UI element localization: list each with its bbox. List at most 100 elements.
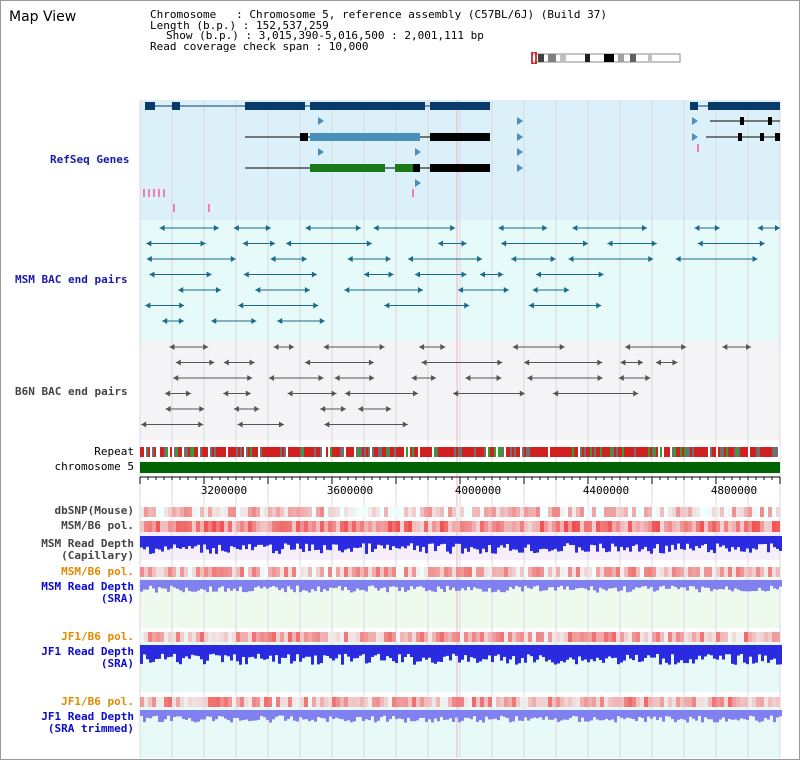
polymorphism-cell <box>456 521 460 532</box>
repeat-segment <box>564 447 566 457</box>
polymorphism-cell <box>468 697 472 707</box>
polymorphism-cell <box>676 697 680 707</box>
gene-arrow <box>318 117 324 125</box>
read-depth-bar <box>680 580 683 588</box>
repeat-segment <box>618 447 620 457</box>
read-depth-bar <box>170 710 173 722</box>
read-depth-bar <box>395 580 398 587</box>
read-depth-bar <box>368 536 371 544</box>
polymorphism-cell <box>464 697 468 707</box>
read-depth-bar <box>215 580 218 592</box>
repeat-segment <box>146 447 148 457</box>
polymorphism-cell <box>252 507 256 517</box>
read-depth-bar <box>482 645 485 660</box>
read-depth-bar <box>608 645 611 657</box>
read-depth-bar <box>410 645 413 658</box>
read-depth-bar <box>296 580 299 586</box>
read-depth-bar <box>497 645 500 655</box>
chromosome-ideogram[interactable] <box>530 52 684 64</box>
polymorphism-cell <box>772 521 776 532</box>
read-depth-bar <box>632 645 635 661</box>
polymorphism-cell <box>760 697 764 707</box>
repeat-segment <box>496 447 498 457</box>
repeat-segment <box>678 447 680 457</box>
polymorphism-cell <box>552 567 556 577</box>
polymorphism-cell <box>476 521 480 532</box>
bac-end-left <box>655 359 661 366</box>
repeat-segment <box>470 447 472 457</box>
read-depth-bar <box>143 645 146 655</box>
polymorphism-cell <box>756 632 760 642</box>
polymorphism-cell <box>620 697 624 707</box>
repeat-segment <box>386 447 388 457</box>
read-depth-bar <box>383 536 386 549</box>
repeat-segment <box>340 447 342 457</box>
b6n-bac-label[interactable]: B6N BAC end pairs <box>15 385 128 398</box>
polymorphism-cell <box>668 521 672 532</box>
read-depth-bar <box>686 710 689 723</box>
refseq-genes-label[interactable]: RefSeq Genes <box>50 153 130 166</box>
polymorphism-cell <box>248 507 252 517</box>
repeat-segment <box>226 447 228 457</box>
read-depth-bar <box>449 580 452 590</box>
repeat-segment <box>164 447 166 457</box>
polymorphism-cell <box>432 507 436 517</box>
polymorphism-cell <box>440 697 444 707</box>
chromosome-label: chromosome 5 <box>54 460 134 473</box>
polymorphism-cell <box>696 632 700 642</box>
bac-end-left <box>320 406 326 412</box>
read-depth-bar <box>353 645 356 659</box>
read-depth-bar <box>536 710 539 719</box>
polymorphism-cell <box>604 632 608 642</box>
read-depth-bar <box>494 580 497 592</box>
read-depth-bar <box>281 580 284 589</box>
polymorphism-cell <box>224 521 228 532</box>
polymorphism-cell <box>268 567 272 577</box>
polymorphism-cell <box>216 632 220 642</box>
polymorphism-cell <box>512 567 516 577</box>
read-depth-bar <box>188 710 191 719</box>
repeat-segment <box>622 447 624 457</box>
read-depth-bar <box>779 536 782 551</box>
repeat-segment <box>424 447 426 457</box>
polymorphism-cell <box>152 567 156 577</box>
read-depth-bar <box>590 580 593 587</box>
read-depth-bar <box>773 580 776 589</box>
repeat-segment <box>260 447 262 457</box>
read-depth-bar <box>659 710 662 718</box>
repeat-segment <box>482 447 484 457</box>
polymorphism-cell <box>564 507 568 517</box>
polymorphism-cell <box>656 632 660 642</box>
repeat-segment <box>318 447 320 457</box>
polymorphism-cell <box>644 507 648 517</box>
repeat-segment <box>698 447 700 457</box>
polymorphism-cell <box>204 632 208 642</box>
polymorphism-cell <box>688 567 692 577</box>
polymorphism-cell <box>364 632 368 642</box>
polymorphism-cell <box>476 507 480 517</box>
read-depth-bar <box>197 536 200 545</box>
read-depth-bar <box>344 710 347 722</box>
msm-bac-label[interactable]: MSM BAC end pairs <box>15 273 128 286</box>
read-depth-bar <box>167 645 170 658</box>
polymorphism-cell <box>756 507 760 517</box>
read-depth-bar <box>437 536 440 546</box>
polymorphism-cell <box>636 632 640 642</box>
gene-mark <box>208 204 210 212</box>
read-depth-bar <box>191 645 194 655</box>
polymorphism-cell <box>624 521 628 532</box>
polymorphism-cell <box>680 697 684 707</box>
polymorphism-cell <box>376 697 380 707</box>
read-depth-bar <box>713 580 716 590</box>
polymorphism-cell <box>572 507 576 517</box>
repeat-segment <box>474 447 476 457</box>
polymorphism-cell <box>160 697 164 707</box>
polymorphism-cell <box>392 521 396 532</box>
read-depth-bar <box>398 536 401 549</box>
polymorphism-cell <box>736 632 740 642</box>
repeat-segment <box>160 447 162 457</box>
read-depth-bar <box>404 645 407 657</box>
repeat-segment <box>488 447 490 457</box>
repeat-segment <box>552 447 554 457</box>
